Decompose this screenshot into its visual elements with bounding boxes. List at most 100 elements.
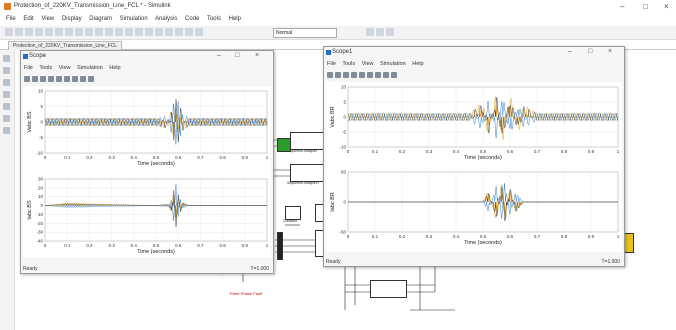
save-icon[interactable] — [25, 28, 33, 36]
record-icon[interactable] — [175, 28, 183, 36]
checkbox-icon[interactable] — [3, 127, 10, 134]
step-back-icon[interactable] — [125, 28, 133, 36]
zoom-icon[interactable] — [3, 67, 10, 74]
run-icon[interactable] — [135, 28, 143, 36]
pause-icon[interactable] — [165, 28, 173, 36]
library-icon[interactable] — [85, 28, 93, 36]
three-phase-fault-label: Three-Phase Fault — [229, 291, 263, 296]
run-icon[interactable] — [343, 72, 349, 78]
x-tick-label-1-8: 0.8 — [219, 243, 226, 248]
close-button[interactable]: × — [664, 2, 669, 11]
measure-icon[interactable] — [391, 72, 397, 78]
open-icon[interactable] — [15, 28, 23, 36]
step-icon[interactable] — [351, 72, 357, 78]
menu-simulation[interactable]: Simulation — [119, 16, 148, 22]
maximize-button[interactable]: □ — [643, 2, 648, 11]
menu-analysis[interactable]: Analysis — [155, 16, 178, 22]
scope-close-button[interactable]: × — [255, 52, 260, 59]
simulation-mode-field[interactable]: Normal — [273, 28, 337, 38]
autoscale-icon[interactable] — [72, 76, 78, 82]
series-line-0-1 — [44, 101, 268, 145]
new-model-icon[interactable] — [5, 28, 13, 36]
stop-icon[interactable] — [155, 28, 163, 36]
mode-icon[interactable] — [195, 28, 203, 36]
redo-icon[interactable] — [45, 28, 53, 36]
stop-icon[interactable] — [32, 76, 38, 82]
menu-file[interactable]: File — [6, 16, 16, 22]
config-icon[interactable] — [95, 28, 103, 36]
y-axis-label-1: Iabc BS — [27, 200, 33, 220]
scope1-close-button[interactable]: × — [608, 48, 613, 55]
menu-tools[interactable]: Tools — [206, 16, 221, 22]
minimize-button[interactable]: – — [620, 2, 625, 11]
menu-help[interactable]: Help — [228, 16, 241, 22]
tab-model[interactable]: Protection_of_220KV_Transmission_Line_FC… — [8, 41, 123, 50]
step-forward-icon[interactable] — [145, 28, 153, 36]
scope1-window[interactable]: Scope1 – □ × File Tools View Simulation … — [323, 46, 625, 267]
zoom-icon[interactable] — [64, 76, 70, 82]
fit-view-icon[interactable] — [3, 79, 10, 86]
undo-icon[interactable] — [35, 28, 43, 36]
image-icon[interactable] — [3, 103, 10, 110]
zoom-icon[interactable] — [367, 72, 373, 78]
cursor-icon[interactable] — [80, 76, 86, 82]
up-icon[interactable] — [75, 28, 83, 36]
scope-menu-file[interactable]: File — [24, 65, 33, 71]
view-icon[interactable] — [385, 28, 394, 36]
scope1-menu-tools[interactable]: Tools — [342, 61, 356, 67]
y-tick-label-1-1: -30 — [36, 230, 43, 235]
autoscale-icon[interactable] — [375, 72, 381, 78]
highlight-icon[interactable] — [56, 76, 62, 82]
scope1-plot-area[interactable]: 0 0.1 0.2 0.3 0.4 0.5 0.6 0.7 0.8 0.9 1-10-50510Ti… — [326, 82, 622, 252]
scope-menu-tools[interactable]: Tools — [39, 65, 53, 71]
run-icon[interactable] — [40, 76, 46, 82]
sequence-analyzer1-block[interactable] — [290, 164, 327, 182]
scope1-menu-view[interactable]: View — [361, 61, 374, 67]
vi-measurement-block[interactable] — [277, 232, 283, 260]
scope-block[interactable] — [277, 138, 291, 152]
y-tick-label-1-4: 0 — [40, 203, 43, 208]
model-explorer-icon[interactable] — [105, 28, 113, 36]
menu-diagram[interactable]: Diagram — [89, 16, 112, 22]
scope-minimize-button[interactable]: – — [217, 52, 221, 59]
x-tick-label-3-1: 0.1 — [372, 234, 379, 239]
text-annotation-icon[interactable] — [3, 91, 10, 98]
scope-menu-help[interactable]: Help — [109, 65, 121, 71]
scope1-menu-file[interactable]: File — [327, 61, 336, 67]
build-icon[interactable] — [365, 28, 374, 36]
back-icon[interactable] — [55, 28, 63, 36]
measure-icon[interactable] — [88, 76, 94, 82]
sequence-analyzer-block[interactable] — [290, 132, 327, 150]
settings-icon[interactable] — [24, 76, 30, 82]
scope-window[interactable]: Scope – □ × File Tools View Simulation H… — [20, 50, 274, 274]
cursor-icon[interactable] — [383, 72, 389, 78]
menu-view[interactable]: View — [41, 16, 55, 22]
menu-code[interactable]: Code — [185, 16, 200, 22]
scope1-menu-help[interactable]: Help — [412, 61, 424, 67]
step-icon[interactable] — [48, 76, 54, 82]
menu-bar: File Edit View Display Diagram Simulatio… — [0, 14, 676, 25]
data-inspector-icon[interactable] — [185, 28, 193, 36]
scope-menu-simulation[interactable]: Simulation — [77, 65, 103, 71]
scope-plot-area[interactable]: 0 0.1 0.2 0.3 0.4 0.5 0.6 0.7 0.8 0.9 1-10-50510Ti… — [23, 86, 271, 258]
scope1-menu-simulation[interactable]: Simulation — [380, 61, 406, 67]
scope-menu-view[interactable]: View — [58, 65, 71, 71]
settings-icon[interactable] — [115, 28, 123, 36]
scope-maximize-button[interactable]: □ — [235, 52, 240, 59]
highlight-icon[interactable] — [359, 72, 365, 78]
area-icon[interactable] — [3, 115, 10, 122]
constant-block[interactable] — [285, 206, 301, 220]
x-tick-label-3-7: 0.7 — [534, 234, 541, 239]
scope1-maximize-button[interactable]: □ — [588, 48, 593, 55]
stop-icon[interactable] — [335, 72, 341, 78]
grid-icon[interactable] — [375, 28, 384, 36]
hide-browser-icon[interactable] — [3, 55, 10, 62]
x-tick-label-1-6: 0.6 — [175, 243, 182, 248]
menu-edit[interactable]: Edit — [23, 16, 34, 22]
forward-icon[interactable] — [65, 28, 73, 36]
y-tick-label-3-2: 50 — [341, 170, 347, 175]
settings-icon[interactable] — [327, 72, 333, 78]
scope1-minimize-button[interactable]: – — [568, 48, 572, 55]
menu-display[interactable]: Display — [61, 16, 82, 22]
transmission-line-block[interactable] — [370, 280, 407, 298]
